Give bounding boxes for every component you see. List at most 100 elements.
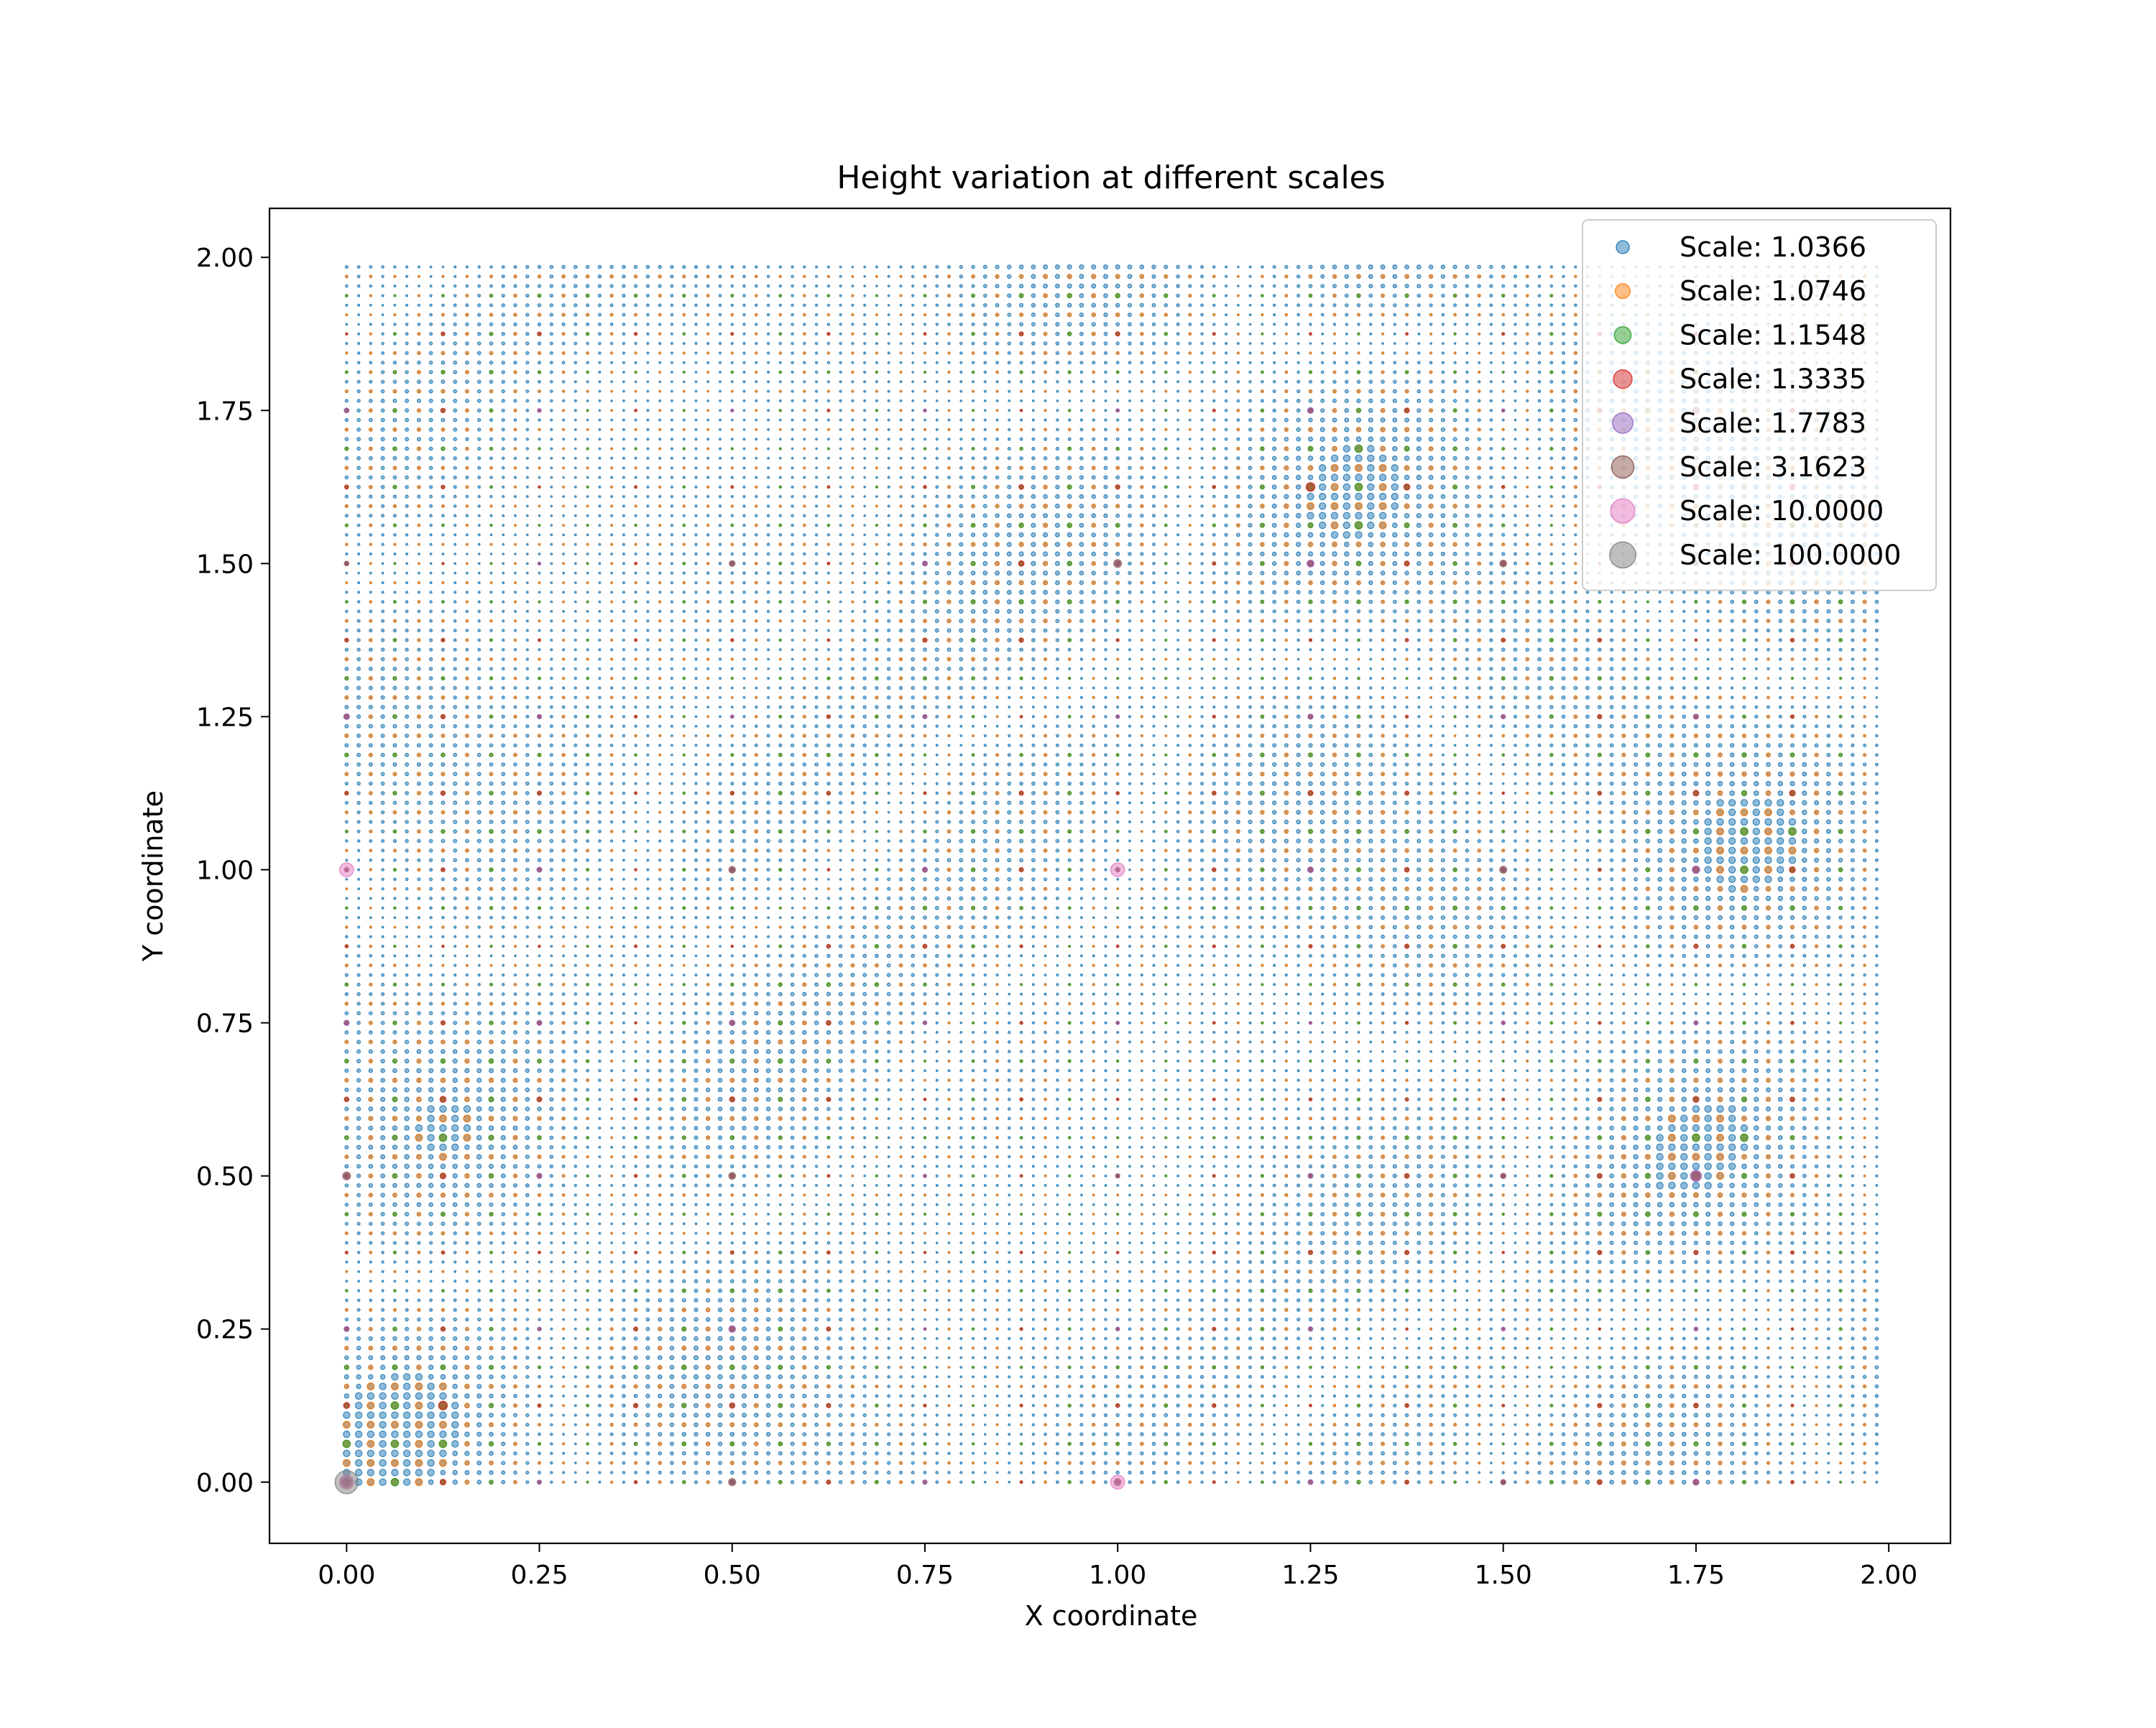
data-point [369, 1242, 372, 1244]
data-point [623, 381, 625, 383]
data-point [768, 381, 770, 383]
data-point [550, 458, 553, 460]
data-point [394, 878, 396, 880]
data-point [550, 629, 553, 632]
data-point [441, 1242, 444, 1244]
data-point [538, 974, 540, 976]
data-point [415, 1431, 422, 1438]
data-point [742, 1012, 746, 1015]
data-point [791, 1068, 794, 1072]
data-point [550, 1050, 553, 1053]
data-point [357, 1328, 360, 1331]
data-point [346, 304, 348, 306]
data-point [635, 725, 637, 727]
data-point [742, 1088, 747, 1092]
data-point [647, 840, 649, 842]
data-point [574, 381, 576, 383]
data-point [489, 1088, 494, 1092]
data-point [647, 525, 649, 527]
data-point [706, 1088, 710, 1091]
data-point [791, 419, 793, 421]
data-point [526, 926, 528, 928]
data-point [599, 1232, 601, 1234]
data-point [430, 525, 432, 527]
data-point [478, 266, 480, 268]
data-point [743, 974, 746, 976]
data-point [743, 410, 745, 412]
data-point [393, 380, 396, 383]
data-point [803, 649, 806, 651]
data-point [706, 1012, 709, 1015]
data-point [345, 1050, 349, 1053]
data-point [743, 563, 745, 565]
data-point [442, 495, 445, 498]
data-point [405, 677, 409, 680]
data-point [392, 1106, 397, 1111]
data-point [575, 1318, 577, 1321]
data-point [791, 1223, 793, 1225]
data-point [575, 582, 577, 584]
data-point [586, 725, 589, 728]
data-point [357, 1203, 361, 1206]
data-point [429, 1078, 433, 1083]
data-point [369, 1337, 372, 1341]
data-point [405, 1242, 408, 1244]
data-point [430, 285, 432, 287]
data-point [526, 744, 529, 747]
data-point [791, 1461, 794, 1465]
data-point [767, 716, 769, 718]
data-point [768, 266, 770, 268]
data-point [466, 399, 469, 403]
data-point [694, 1346, 699, 1350]
data-point [538, 878, 541, 881]
data-point [526, 266, 529, 269]
data-point [550, 1193, 553, 1196]
data-point [563, 1357, 565, 1359]
data-point [490, 687, 493, 690]
data-point [682, 1318, 686, 1321]
data-point [478, 333, 481, 336]
data-point [766, 1088, 770, 1092]
data-point [429, 389, 433, 393]
data-point [358, 314, 360, 316]
data-point [453, 1097, 457, 1101]
data-point [767, 524, 769, 526]
data-point [647, 1069, 649, 1071]
data-point [755, 419, 757, 421]
data-point [357, 1078, 361, 1082]
data-point [502, 754, 505, 757]
data-point [779, 1261, 782, 1264]
data-point [671, 1031, 673, 1034]
data-point [538, 1433, 541, 1436]
data-point [659, 343, 661, 345]
data-point [780, 1203, 782, 1206]
data-point [562, 1031, 565, 1034]
data-point [671, 917, 673, 919]
data-point [695, 496, 697, 498]
data-point [381, 648, 384, 651]
data-point [683, 534, 685, 536]
data-point [382, 591, 384, 593]
data-point [514, 1357, 517, 1359]
data-point [671, 887, 673, 890]
data-point [405, 351, 408, 354]
data-point [719, 352, 722, 354]
data-point [562, 782, 565, 785]
data-point [695, 1232, 697, 1234]
data-point [405, 610, 408, 613]
data-point [611, 667, 613, 670]
data-point [803, 419, 806, 421]
data-point [466, 839, 469, 843]
data-point [550, 1299, 553, 1301]
data-point [454, 285, 456, 287]
data-point [405, 1068, 409, 1073]
data-point [344, 1412, 350, 1418]
data-point [502, 687, 505, 690]
data-point [682, 1451, 686, 1455]
data-point [452, 1124, 459, 1131]
data-point [381, 1203, 384, 1206]
data-point [478, 1280, 480, 1283]
data-point [550, 275, 553, 278]
data-point [742, 1385, 747, 1389]
data-point [671, 1078, 673, 1081]
